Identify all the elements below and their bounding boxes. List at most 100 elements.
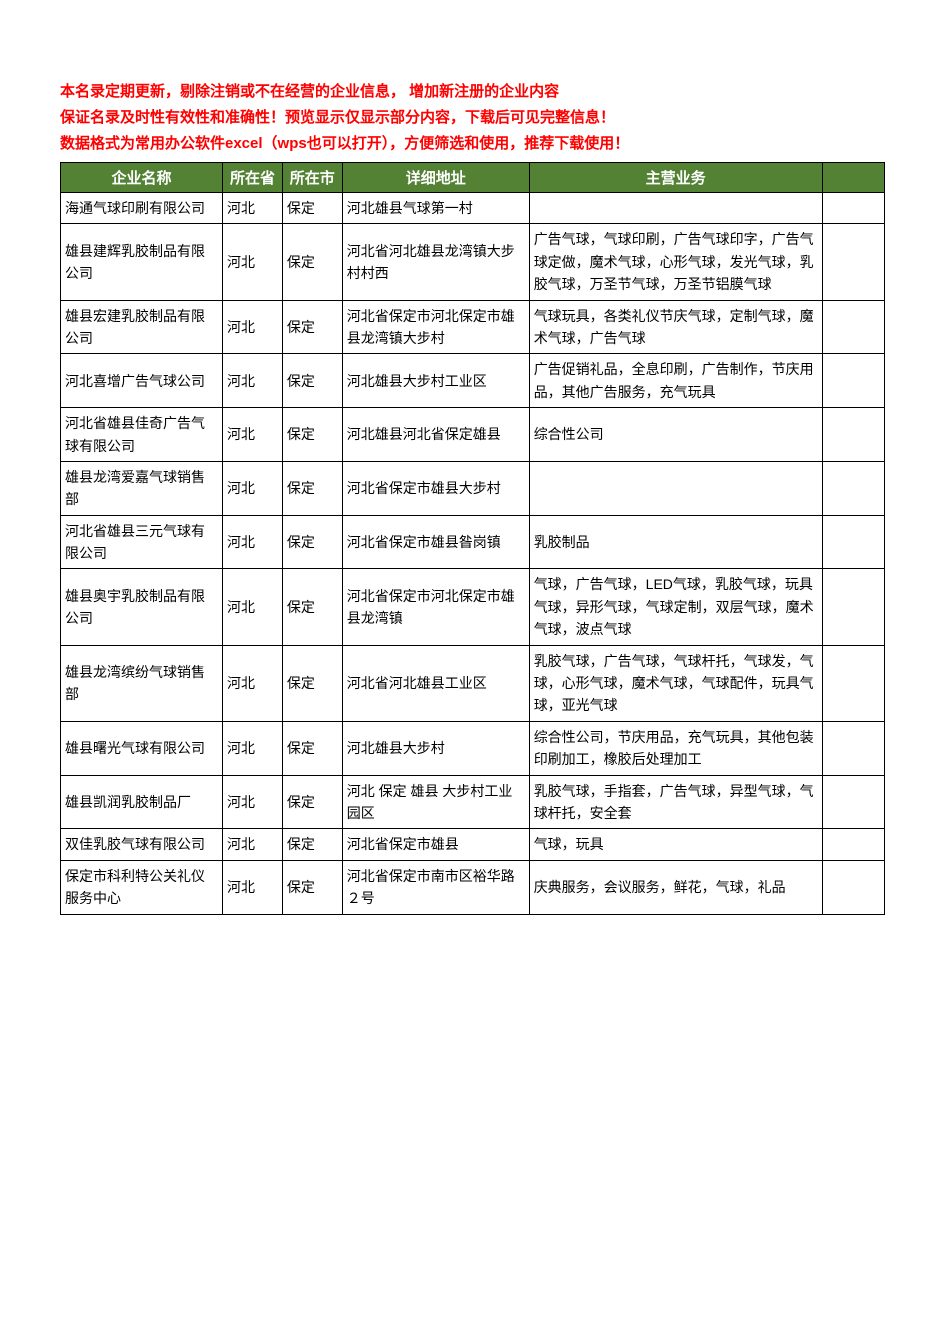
table-row: 双佳乳胶气球有限公司河北保定河北省保定市雄县气球，玩具 <box>61 829 885 860</box>
cell-address: 河北省河北雄县龙湾镇大步村村西 <box>342 224 529 300</box>
cell-city: 保定 <box>282 224 342 300</box>
cell-extra <box>822 645 884 721</box>
cell-business: 庆典服务，会议服务，鲜花，气球，礼品 <box>529 860 822 914</box>
table-row: 海通气球印刷有限公司河北保定河北雄县气球第一村 <box>61 193 885 224</box>
cell-extra <box>822 354 884 408</box>
cell-extra <box>822 461 884 515</box>
cell-extra <box>822 775 884 829</box>
cell-name: 雄县曙光气球有限公司 <box>61 721 223 775</box>
header-city: 所在市 <box>282 163 342 193</box>
table-row: 河北省雄县佳奇广告气球有限公司河北保定河北雄县河北省保定雄县综合性公司 <box>61 408 885 462</box>
company-table: 企业名称 所在省 所在市 详细地址 主营业务 海通气球印刷有限公司河北保定河北雄… <box>60 162 885 915</box>
cell-address: 河北雄县河北省保定雄县 <box>342 408 529 462</box>
cell-name: 雄县奥宇乳胶制品有限公司 <box>61 569 223 645</box>
cell-extra <box>822 193 884 224</box>
cell-city: 保定 <box>282 721 342 775</box>
cell-province: 河北 <box>223 860 283 914</box>
cell-address: 河北雄县大步村工业区 <box>342 354 529 408</box>
cell-extra <box>822 860 884 914</box>
cell-business: 广告气球，气球印刷，广告气球印字，广告气球定做，魔术气球，心形气球，发光气球，乳… <box>529 224 822 300</box>
table-row: 雄县龙湾爱嘉气球销售部河北保定河北省保定市雄县大步村 <box>61 461 885 515</box>
notice-line-1: 本名录定期更新，剔除注销或不在经营的企业信息， 增加新注册的企业内容 <box>60 80 885 104</box>
cell-address: 河北 保定 雄县 大步村工业园区 <box>342 775 529 829</box>
cell-address: 河北省保定市雄县 <box>342 829 529 860</box>
header-extra <box>822 163 884 193</box>
cell-business: 广告促销礼品，全息印刷，广告制作，节庆用品，其他广告服务，充气玩具 <box>529 354 822 408</box>
cell-city: 保定 <box>282 354 342 408</box>
header-province: 所在省 <box>223 163 283 193</box>
table-row: 雄县奥宇乳胶制品有限公司河北保定河北省保定市河北保定市雄县龙湾镇气球，广告气球，… <box>61 569 885 645</box>
table-row: 河北喜增广告气球公司河北保定河北雄县大步村工业区广告促销礼品，全息印刷，广告制作… <box>61 354 885 408</box>
cell-province: 河北 <box>223 461 283 515</box>
cell-province: 河北 <box>223 224 283 300</box>
cell-extra <box>822 224 884 300</box>
table-row: 河北省雄县三元气球有限公司河北保定河北省保定市雄县昝岗镇乳胶制品 <box>61 515 885 569</box>
cell-name: 雄县凯润乳胶制品厂 <box>61 775 223 829</box>
table-header-row: 企业名称 所在省 所在市 详细地址 主营业务 <box>61 163 885 193</box>
cell-name: 河北喜增广告气球公司 <box>61 354 223 408</box>
cell-name: 河北省雄县佳奇广告气球有限公司 <box>61 408 223 462</box>
cell-city: 保定 <box>282 829 342 860</box>
cell-city: 保定 <box>282 193 342 224</box>
cell-province: 河北 <box>223 300 283 354</box>
cell-name: 河北省雄县三元气球有限公司 <box>61 515 223 569</box>
cell-extra <box>822 408 884 462</box>
table-row: 保定市科利特公关礼仪服务中心河北保定河北省保定市南市区裕华路２号庆典服务，会议服… <box>61 860 885 914</box>
cell-extra <box>822 721 884 775</box>
table-row: 雄县凯润乳胶制品厂河北保定河北 保定 雄县 大步村工业园区乳胶气球，手指套，广告… <box>61 775 885 829</box>
cell-address: 河北省保定市河北保定市雄县龙湾镇大步村 <box>342 300 529 354</box>
cell-extra <box>822 515 884 569</box>
cell-business: 综合性公司，节庆用品，充气玩具，其他包装印刷加工，橡胶后处理加工 <box>529 721 822 775</box>
cell-city: 保定 <box>282 569 342 645</box>
cell-name: 雄县宏建乳胶制品有限公司 <box>61 300 223 354</box>
cell-business <box>529 461 822 515</box>
cell-province: 河北 <box>223 829 283 860</box>
cell-province: 河北 <box>223 645 283 721</box>
cell-business: 气球，玩具 <box>529 829 822 860</box>
cell-business: 乳胶制品 <box>529 515 822 569</box>
cell-province: 河北 <box>223 721 283 775</box>
cell-business: 气球，广告气球，LED气球，乳胶气球，玩具气球，异形气球，气球定制，双层气球，魔… <box>529 569 822 645</box>
table-row: 雄县宏建乳胶制品有限公司河北保定河北省保定市河北保定市雄县龙湾镇大步村气球玩具，… <box>61 300 885 354</box>
cell-address: 河北雄县大步村 <box>342 721 529 775</box>
cell-city: 保定 <box>282 860 342 914</box>
cell-extra <box>822 300 884 354</box>
cell-address: 河北省河北雄县工业区 <box>342 645 529 721</box>
cell-city: 保定 <box>282 515 342 569</box>
notice-block: 本名录定期更新，剔除注销或不在经营的企业信息， 增加新注册的企业内容 保证名录及… <box>60 80 885 156</box>
cell-province: 河北 <box>223 515 283 569</box>
cell-city: 保定 <box>282 408 342 462</box>
cell-name: 保定市科利特公关礼仪服务中心 <box>61 860 223 914</box>
table-row: 雄县龙湾缤纷气球销售部河北保定河北省河北雄县工业区乳胶气球，广告气球，气球杆托，… <box>61 645 885 721</box>
cell-business: 乳胶气球，广告气球，气球杆托，气球发，气球，心形气球，魔术气球，气球配件，玩具气… <box>529 645 822 721</box>
cell-extra <box>822 829 884 860</box>
cell-address: 河北省保定市南市区裕华路２号 <box>342 860 529 914</box>
cell-city: 保定 <box>282 775 342 829</box>
cell-address: 河北省保定市河北保定市雄县龙湾镇 <box>342 569 529 645</box>
cell-name: 雄县建辉乳胶制品有限公司 <box>61 224 223 300</box>
cell-address: 河北省保定市雄县大步村 <box>342 461 529 515</box>
cell-province: 河北 <box>223 775 283 829</box>
cell-business: 气球玩具，各类礼仪节庆气球，定制气球，魔术气球，广告气球 <box>529 300 822 354</box>
cell-city: 保定 <box>282 645 342 721</box>
cell-business: 乳胶气球，手指套，广告气球，异型气球，气球杆托，安全套 <box>529 775 822 829</box>
notice-line-3: 数据格式为常用办公软件excel（wps也可以打开），方便筛选和使用，推荐下载使… <box>60 132 885 156</box>
cell-name: 双佳乳胶气球有限公司 <box>61 829 223 860</box>
header-address: 详细地址 <box>342 163 529 193</box>
cell-address: 河北雄县气球第一村 <box>342 193 529 224</box>
cell-business <box>529 193 822 224</box>
header-name: 企业名称 <box>61 163 223 193</box>
cell-province: 河北 <box>223 569 283 645</box>
cell-name: 雄县龙湾爱嘉气球销售部 <box>61 461 223 515</box>
cell-city: 保定 <box>282 300 342 354</box>
cell-province: 河北 <box>223 354 283 408</box>
table-row: 雄县建辉乳胶制品有限公司河北保定河北省河北雄县龙湾镇大步村村西广告气球，气球印刷… <box>61 224 885 300</box>
cell-city: 保定 <box>282 461 342 515</box>
cell-name: 雄县龙湾缤纷气球销售部 <box>61 645 223 721</box>
table-row: 雄县曙光气球有限公司河北保定河北雄县大步村综合性公司，节庆用品，充气玩具，其他包… <box>61 721 885 775</box>
cell-province: 河北 <box>223 193 283 224</box>
cell-province: 河北 <box>223 408 283 462</box>
cell-name: 海通气球印刷有限公司 <box>61 193 223 224</box>
header-business: 主营业务 <box>529 163 822 193</box>
cell-business: 综合性公司 <box>529 408 822 462</box>
